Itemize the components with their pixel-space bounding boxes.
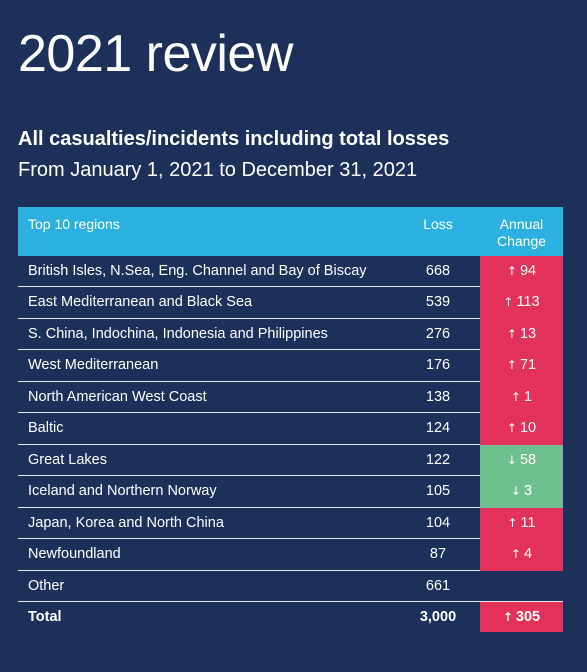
loss-value: 124 <box>425 420 451 436</box>
casualties-table: Top 10 regions Loss Annual Change Britis… <box>18 207 563 632</box>
table-header: Top 10 regions Loss Annual Change <box>18 207 563 256</box>
arrow-up-icon: ↑ <box>507 515 518 530</box>
annual-change-value: 94 <box>519 263 537 279</box>
annual-change-cell: ↑ 4 <box>480 539 563 571</box>
annual-change-value: 13 <box>519 325 537 342</box>
table-row: Iceland and Northern Norway 105 ↓ 3 <box>18 476 563 508</box>
annual-change-value: 1 <box>523 388 533 405</box>
region-name: East Mediterranean and Black Sea <box>28 294 253 310</box>
arrow-up-icon: ↑ <box>502 610 513 624</box>
table-row: British Isles, N.Sea, Eng. Channel and B… <box>18 256 563 287</box>
header-loss: Loss <box>423 216 453 232</box>
loss-value: 104 <box>425 514 451 531</box>
annual-change-value: 11 <box>520 514 536 531</box>
loss-value: 661 <box>425 577 451 594</box>
region-name: North American West Coast <box>28 388 207 405</box>
region-name: Japan, Korea and North China <box>28 514 224 531</box>
loss-value: 122 <box>425 451 451 468</box>
region-name: Great Lakes <box>28 451 107 468</box>
table-row: East Mediterranean and Black Sea 539 ↑ 113 <box>18 287 563 319</box>
annual-change-value: 4 <box>523 546 533 562</box>
region-name: Newfoundland <box>28 546 121 562</box>
arrow-down-icon: ↓ <box>510 484 521 498</box>
header-annual-change-line2: Change <box>496 233 547 249</box>
loss-value: 668 <box>425 263 451 279</box>
region-name: S. China, Indochina, Indonesia and Phili… <box>28 325 328 342</box>
annual-change-cell: ↑ 113 <box>480 287 563 319</box>
header-annual-change: Annual Change <box>480 216 563 250</box>
region-name: Iceland and Northern Norway <box>28 483 217 499</box>
annual-change-cell: ↓ 58 <box>480 444 563 476</box>
other-row: Other 661 <box>18 571 563 602</box>
table-row: Japan, Korea and North China 104 ↑ 11 <box>18 507 563 539</box>
annual-change-cell: ↑ 10 <box>480 413 563 445</box>
total-row: Total 3,000 ↑ 305 <box>18 601 563 632</box>
table-row: North American West Coast 138 ↑ 1 <box>18 381 563 413</box>
region-name: British Isles, N.Sea, Eng. Channel and B… <box>28 263 367 279</box>
page-title: 2021 review <box>18 25 293 83</box>
loss-value: 539 <box>425 294 451 310</box>
annual-change-cell: ↑ 305 <box>480 602 563 632</box>
annual-change-value: 3 <box>523 483 533 499</box>
loss-value: 176 <box>425 357 451 373</box>
region-name: Baltic <box>28 420 64 436</box>
annual-change-cell: ↑ 11 <box>480 507 563 539</box>
subtitle: All casualties/incidents including total… <box>18 128 450 150</box>
region-name: Other <box>28 577 65 594</box>
arrow-up-icon: ↑ <box>510 547 521 561</box>
table-row: S. China, Indochina, Indonesia and Phili… <box>18 318 563 350</box>
table-row: Baltic 124 ↑ 10 <box>18 413 563 445</box>
loss-value: 276 <box>425 325 451 342</box>
annual-change-cell: ↑ 1 <box>480 381 563 413</box>
total-label: Total <box>28 609 62 625</box>
table-row: Newfoundland 87 ↑ 4 <box>18 539 563 571</box>
loss-value: 87 <box>429 546 447 562</box>
arrow-up-icon: ↑ <box>510 389 521 404</box>
annual-change-cell: ↑ 71 <box>480 350 563 382</box>
table-row: West Mediterranean 176 ↑ 71 <box>18 350 563 382</box>
annual-change-cell: ↑ 13 <box>480 318 563 350</box>
arrow-down-icon: ↓ <box>506 452 517 467</box>
arrow-up-icon: ↑ <box>506 326 517 341</box>
header-annual-change-line1: Annual <box>499 216 544 232</box>
date-range: From January 1, 2021 to December 31, 202… <box>18 159 418 181</box>
region-name: West Mediterranean <box>28 357 159 373</box>
arrow-up-icon: ↑ <box>506 421 517 435</box>
arrow-up-icon: ↑ <box>506 264 517 278</box>
annual-change-value: 10 <box>519 420 537 436</box>
total-loss-value: 3,000 <box>419 609 457 625</box>
annual-change-value: 71 <box>519 357 537 373</box>
annual-change-cell: ↑ 94 <box>480 256 563 287</box>
annual-change-cell: ↓ 3 <box>480 476 563 508</box>
annual-change-value: 58 <box>519 451 537 468</box>
arrow-up-icon: ↑ <box>506 358 517 372</box>
header-region: Top 10 regions <box>28 216 120 232</box>
loss-value: 138 <box>425 388 451 405</box>
annual-change-value: 113 <box>516 294 540 310</box>
arrow-up-icon: ↑ <box>503 295 514 309</box>
table-body: British Isles, N.Sea, Eng. Channel and B… <box>18 256 563 632</box>
table-row: Great Lakes 122 ↓ 58 <box>18 444 563 476</box>
annual-change-value: 305 <box>515 609 541 625</box>
loss-value: 105 <box>425 483 451 499</box>
